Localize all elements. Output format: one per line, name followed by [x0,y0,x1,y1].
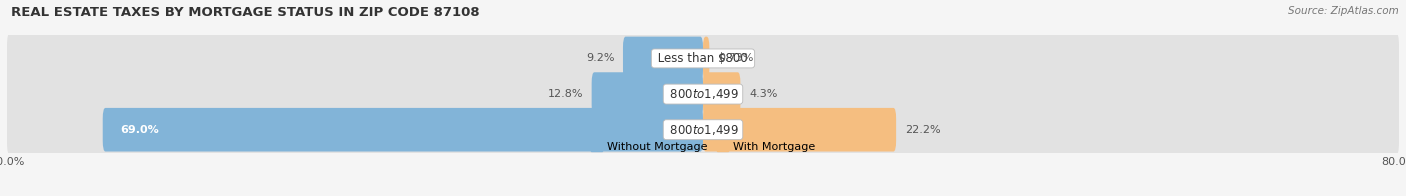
FancyBboxPatch shape [7,68,1399,120]
FancyBboxPatch shape [592,72,703,116]
Text: 0.73%: 0.73% [718,54,754,64]
Text: $800 to $1,499: $800 to $1,499 [666,87,740,101]
FancyBboxPatch shape [623,37,703,80]
Text: Source: ZipAtlas.com: Source: ZipAtlas.com [1288,6,1399,16]
Text: 4.3%: 4.3% [749,89,778,99]
Text: $800 to $1,499: $800 to $1,499 [666,123,740,137]
FancyBboxPatch shape [703,108,896,152]
Legend: Without Mortgage, With Mortgage: Without Mortgage, With Mortgage [586,138,820,157]
Text: 12.8%: 12.8% [547,89,583,99]
FancyBboxPatch shape [7,33,1399,84]
FancyBboxPatch shape [103,108,703,152]
Text: 69.0%: 69.0% [120,125,159,135]
Text: 22.2%: 22.2% [905,125,941,135]
FancyBboxPatch shape [703,72,741,116]
FancyBboxPatch shape [7,104,1399,155]
Text: 9.2%: 9.2% [586,54,614,64]
Text: Less than $800: Less than $800 [654,52,752,65]
FancyBboxPatch shape [703,37,710,80]
Text: REAL ESTATE TAXES BY MORTGAGE STATUS IN ZIP CODE 87108: REAL ESTATE TAXES BY MORTGAGE STATUS IN … [11,6,479,19]
